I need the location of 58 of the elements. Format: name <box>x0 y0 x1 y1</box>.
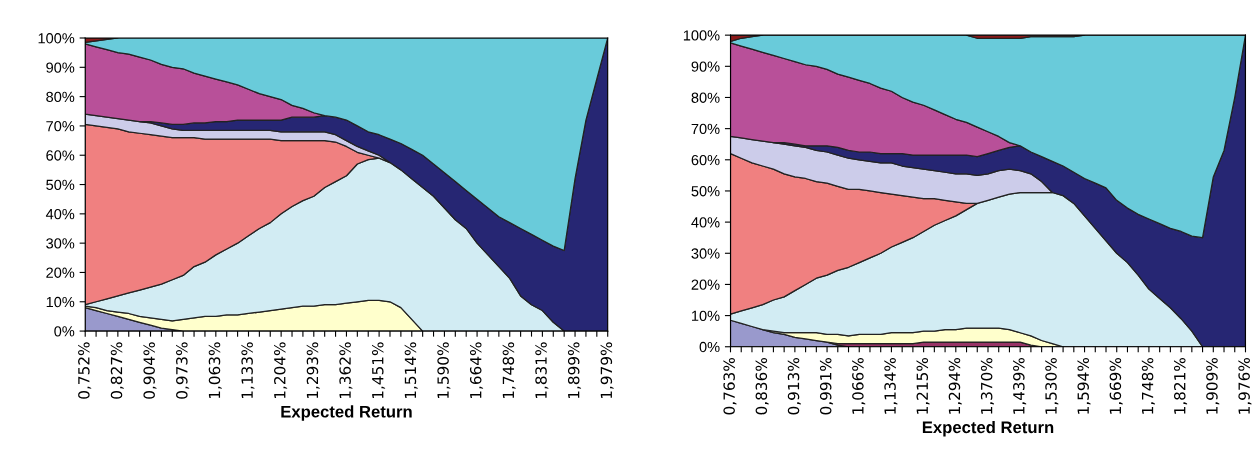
x-tick-label: 1,439% <box>1013 358 1027 414</box>
y-tick-label: 100% <box>38 33 75 44</box>
y-tick-label: 90% <box>691 61 720 72</box>
x-tick-label: 1,293% <box>306 342 320 399</box>
y-tick-label: 90% <box>46 62 75 73</box>
x-tick-label: 1,899% <box>567 342 582 399</box>
y-tick-label: 30% <box>46 238 75 249</box>
y-tick-label: 40% <box>691 217 720 228</box>
x-tick-label: 1,215% <box>916 358 930 414</box>
x-tick-label: 0,991% <box>819 358 834 415</box>
x-tick-label: 1,514% <box>404 342 418 399</box>
y-tick-label: 30% <box>691 248 720 259</box>
x-tick-label: 0,913% <box>787 358 801 415</box>
y-tick-label: 20% <box>691 279 720 290</box>
y-tick-label: 0% <box>54 326 75 337</box>
x-tick-label: 1,831% <box>535 342 549 399</box>
x-tick-label: 1,362% <box>339 342 353 399</box>
y-tick-label: 20% <box>46 267 75 278</box>
x-tick-label: 1,134% <box>884 358 898 414</box>
y-tick-label: 70% <box>46 121 75 132</box>
x-tick-label: 1,821% <box>1173 358 1188 414</box>
y-tick-label: 60% <box>46 150 75 161</box>
y-tick-label: 50% <box>46 179 75 190</box>
x-axis-title: Expected Return <box>922 420 1054 437</box>
x-tick-label: 1,063% <box>208 342 222 399</box>
x-tick-label: 1,451% <box>371 342 386 399</box>
y-tick-label: 80% <box>691 92 720 103</box>
x-tick-label: 1,066% <box>852 358 866 414</box>
y-tick-label: 10% <box>692 310 720 322</box>
x-tick-label: 1,133% <box>241 342 255 399</box>
x-tick-label: 1,294% <box>948 358 962 414</box>
x-tick-label: 1,976% <box>1238 358 1252 414</box>
y-tick-label: 10% <box>46 296 75 308</box>
x-tick-label: 1,669% <box>1109 358 1123 414</box>
x-axis-title: Expected Return <box>281 405 412 421</box>
x-tick-label: 1,204% <box>274 342 288 399</box>
y-tick-label: 0% <box>699 341 720 353</box>
x-tick-label: 1,979% <box>600 342 614 399</box>
x-tick-label: 1,664% <box>469 342 484 399</box>
y-tick-label: 70% <box>691 123 720 135</box>
x-tick-label: 1,748% <box>1141 358 1155 414</box>
x-tick-label: 0,827% <box>110 342 124 399</box>
x-tick-label: 0,973% <box>176 342 190 399</box>
x-tick-label: 1,909% <box>1206 358 1220 414</box>
x-tick-label: 1,590% <box>437 342 451 399</box>
x-tick-label: 0,763% <box>723 358 737 415</box>
y-tick-label: 60% <box>691 154 720 166</box>
y-tick-label: 100% <box>683 30 720 41</box>
y-tick-label: 50% <box>691 186 720 197</box>
x-tick-label: 1,530% <box>1045 358 1059 414</box>
x-tick-label: 1,748% <box>502 342 516 399</box>
y-tick-label: 40% <box>45 208 75 220</box>
y-tick-label: 80% <box>46 91 75 103</box>
x-tick-label: 0,836% <box>755 358 769 415</box>
x-tick-label: 0,752% <box>78 342 92 399</box>
x-tick-label: 1,370% <box>980 358 994 414</box>
x-tick-label: 0,904% <box>143 342 157 399</box>
x-tick-label: 1,594% <box>1077 358 1091 414</box>
